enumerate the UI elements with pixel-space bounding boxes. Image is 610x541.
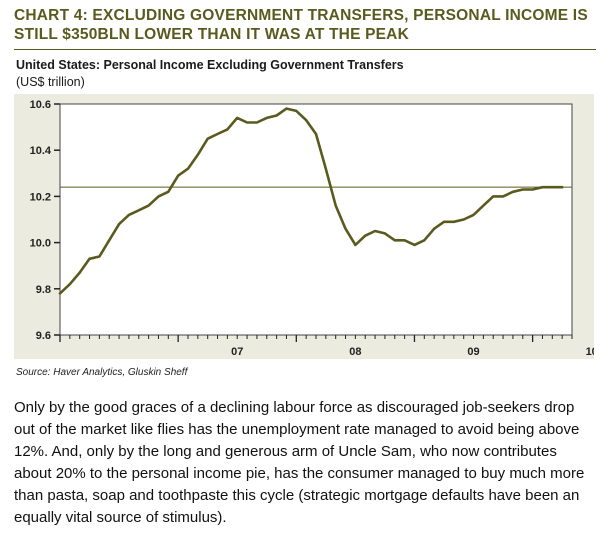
- x-tick-label: 10: [586, 346, 594, 358]
- x-tick-label: 09: [467, 346, 479, 358]
- y-tick-label: 9.6: [36, 330, 51, 342]
- y-tick-label: 10.6: [30, 99, 51, 111]
- chart-unit-label: (US$ trillion): [16, 75, 85, 89]
- y-tick-label: 10.2: [30, 191, 51, 203]
- chart-title: CHART 4: EXCLUDING GOVERNMENT TRANSFERS,…: [14, 7, 588, 43]
- line-chart: 9.6 9.8 10.0 10.2 10.4 10.6 07 08 09 10: [30, 99, 594, 358]
- series-line: [58, 107, 564, 295]
- body-paragraph: Only by the good graces of a declining l…: [14, 399, 585, 526]
- x-tick-label: 08: [349, 346, 361, 358]
- y-tick-label: 9.8: [36, 284, 51, 296]
- chart-subtitle: United States: Personal Income Excluding…: [16, 58, 404, 72]
- y-tick-label: 10.4: [30, 145, 52, 157]
- title-divider: [14, 49, 596, 50]
- plot-area: [59, 103, 573, 336]
- y-tick-label: 10.0: [30, 238, 51, 250]
- chart-panel: 9.6 9.8 10.0 10.2 10.4 10.6 07 08 09 10: [14, 94, 594, 359]
- source-note: Source: Haver Analytics, Gluskin Sheff: [16, 367, 188, 378]
- x-tick-label: 07: [231, 346, 243, 358]
